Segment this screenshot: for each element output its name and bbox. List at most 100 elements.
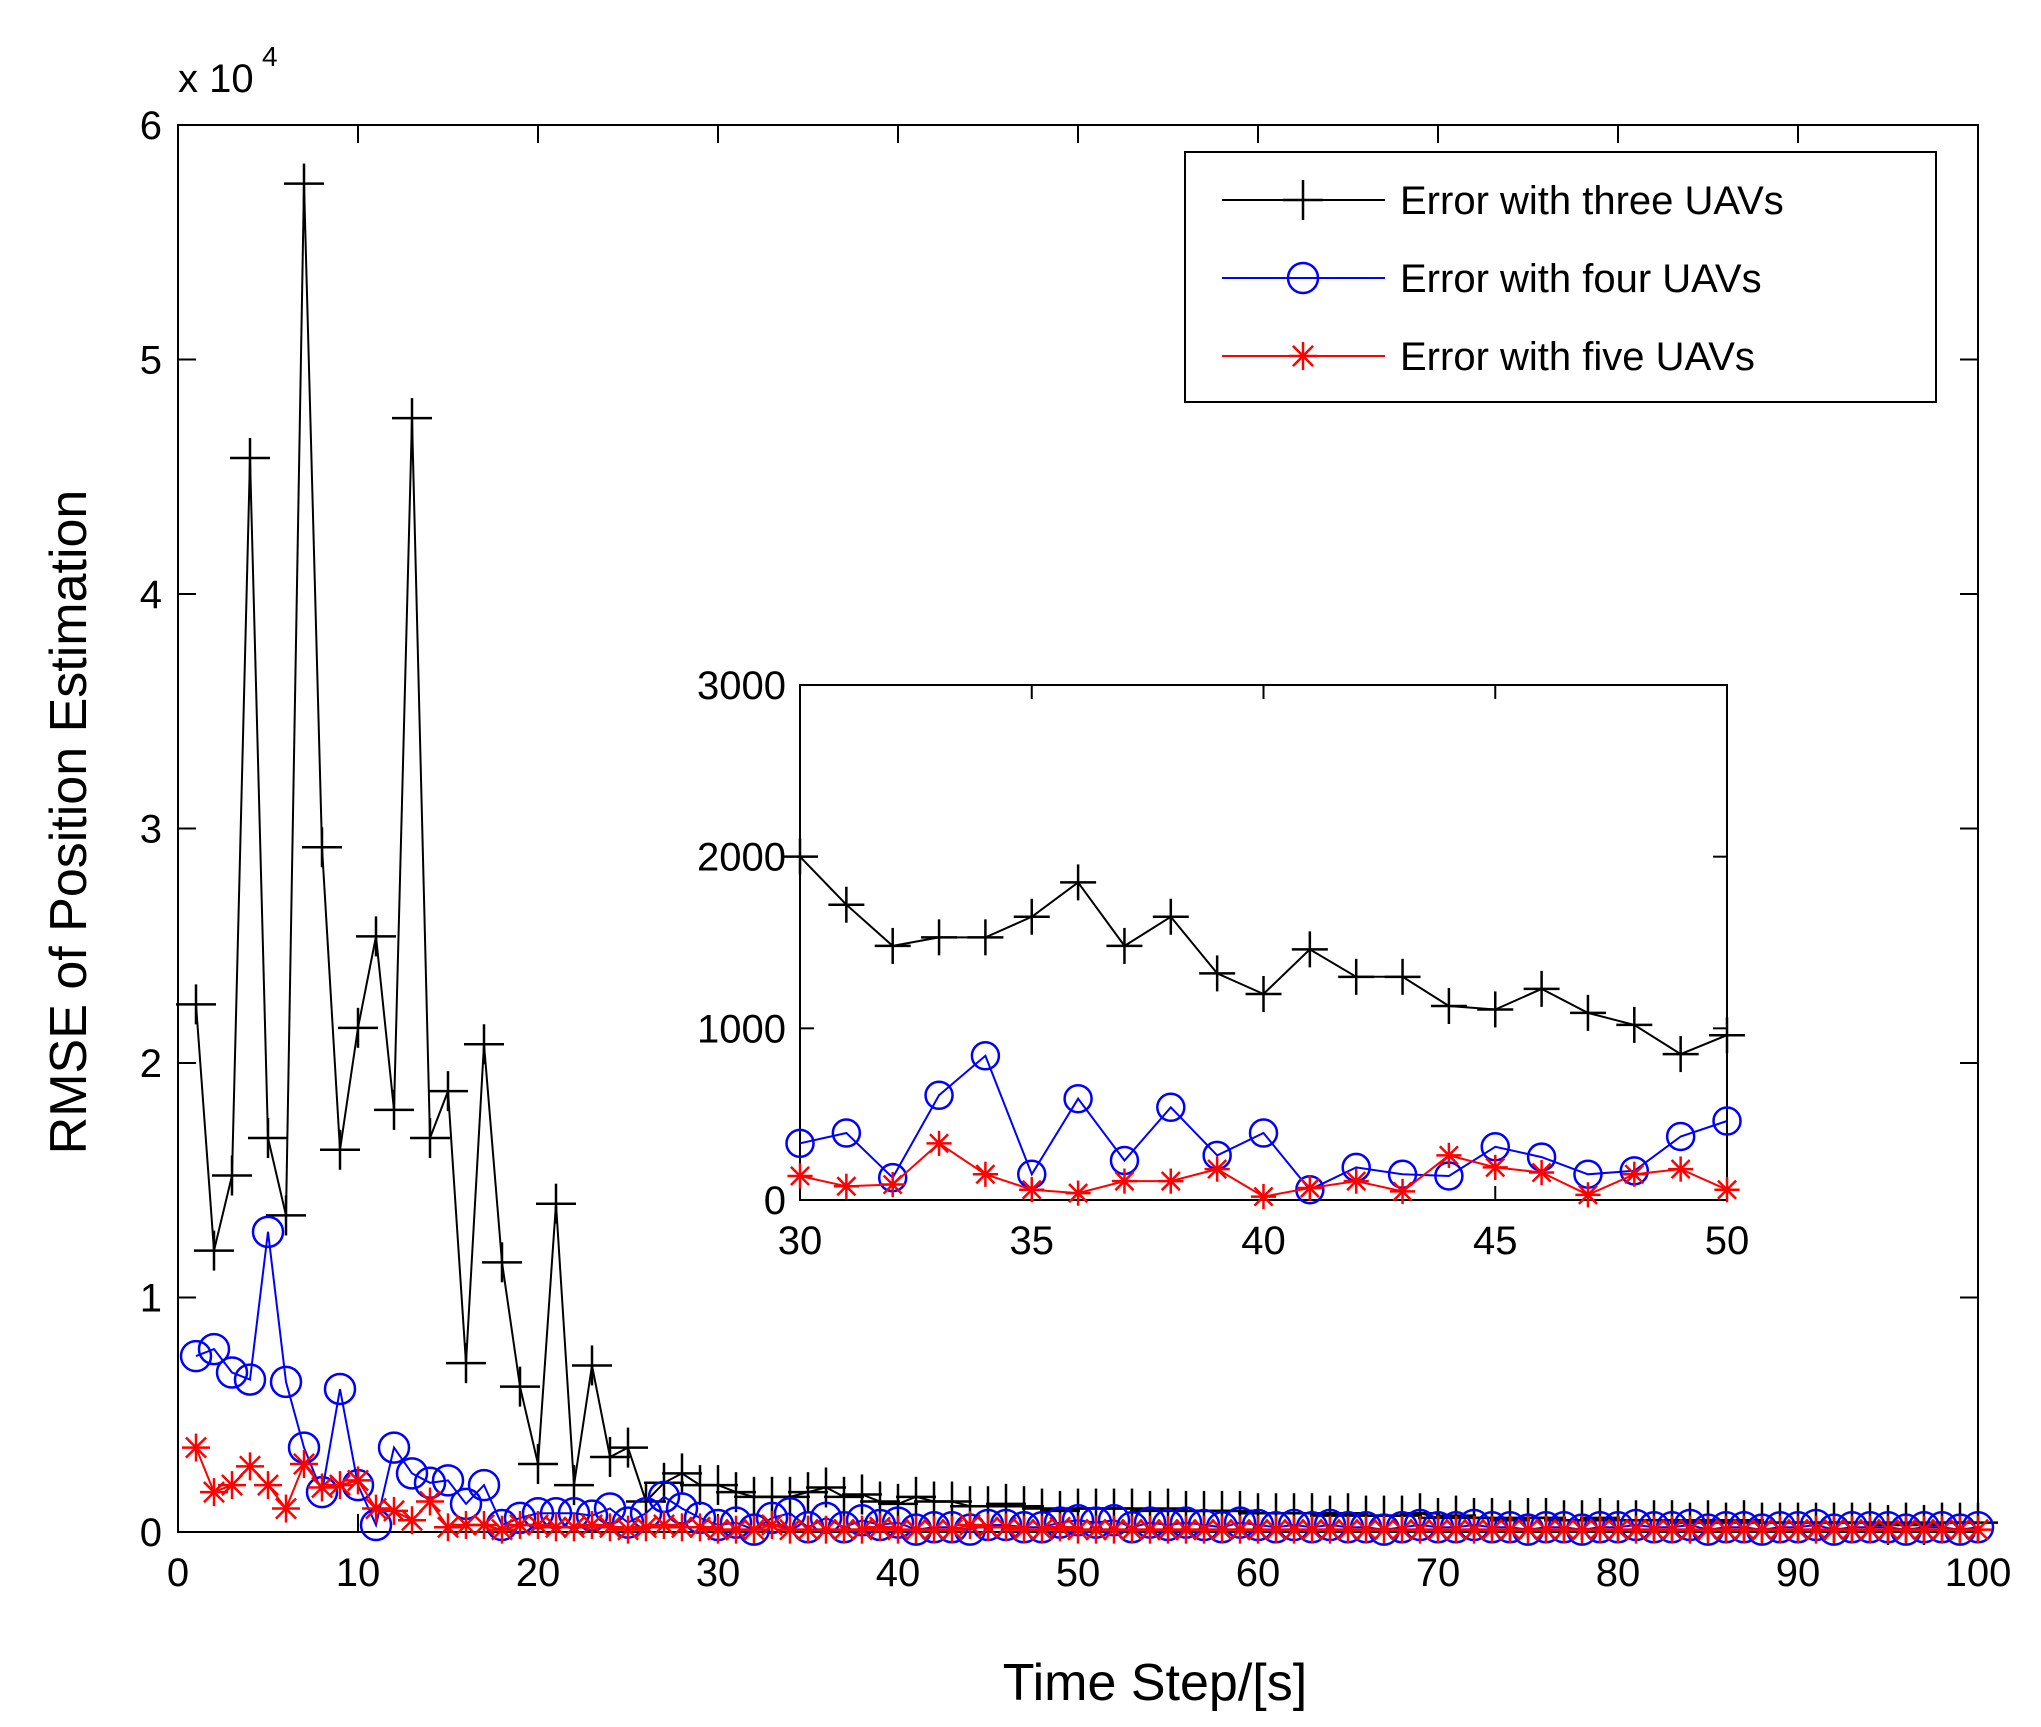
inset-data-point <box>1065 1180 1091 1206</box>
legend-entry-three: Error with three UAVs <box>1222 179 1784 223</box>
inset-data-point <box>924 1080 954 1111</box>
main-data-point <box>377 1431 411 1464</box>
inset-data-point <box>967 919 1004 956</box>
inset-data-point <box>1430 988 1467 1025</box>
main-data-point <box>284 163 324 204</box>
inset-y-tick-label: 1000 <box>697 1007 786 1051</box>
inset-data-point <box>1575 1182 1601 1208</box>
main-y-tick-label: 6 <box>140 104 162 148</box>
inset-data-point <box>1668 1156 1694 1182</box>
main-data-point <box>416 1487 444 1516</box>
main-data-point <box>524 1510 552 1539</box>
inset-x-tick-label: 35 <box>1010 1219 1055 1263</box>
main-data-point <box>812 1515 840 1544</box>
inset-data-point <box>1338 958 1375 995</box>
main-data-point <box>806 1467 846 1508</box>
main-x-tick-label: 40 <box>876 1551 921 1595</box>
main-data-point <box>542 1513 570 1542</box>
main-data-point <box>560 1513 588 1542</box>
main-data-point <box>182 1433 210 1462</box>
inset-data-point <box>970 1041 1001 1071</box>
legend-label-four: Error with four UAVs <box>1400 257 1762 301</box>
main-data-point <box>254 1471 282 1500</box>
inset-data-point <box>1250 1183 1277 1210</box>
main-data-point <box>698 1465 738 1506</box>
main-data-point <box>794 1515 822 1544</box>
main-data-point <box>338 1007 378 1048</box>
inset-data-point <box>1529 1159 1555 1186</box>
main-data-point <box>824 1476 864 1517</box>
main-x-tick-label: 10 <box>336 1551 381 1595</box>
main-x-tick-label: 50 <box>1056 1551 1101 1595</box>
inset-x-tick-label: 30 <box>778 1219 823 1263</box>
inset-data-point <box>1152 898 1189 935</box>
main-data-point <box>197 1332 231 1366</box>
y-exponent-base: x 10 <box>178 57 254 101</box>
inset-series-0 <box>782 838 1745 1073</box>
main-data-point <box>344 1466 372 1495</box>
main-x-tick-label: 0 <box>167 1551 189 1595</box>
main-y-tick-label: 0 <box>140 1511 162 1555</box>
main-data-point <box>251 1215 285 1249</box>
main-data-point <box>848 1515 876 1544</box>
main-data-point <box>716 1472 756 1513</box>
main-data-point <box>1766 1515 1794 1544</box>
inset-data-point <box>1013 898 1050 935</box>
inset-data-point <box>1019 1177 1045 1203</box>
y-axis-title: RMSE of Position Estimation <box>40 490 98 1155</box>
main-data-point <box>398 1506 426 1535</box>
inset-data-point <box>1297 1175 1323 1201</box>
legend-marker-glyph <box>1289 342 1317 370</box>
inset-data-point <box>1477 991 1514 1028</box>
main-data-point <box>1604 1515 1632 1544</box>
inset-data-point <box>1199 955 1236 992</box>
main-data-point <box>1010 1515 1038 1544</box>
main-data-point <box>758 1510 786 1539</box>
main-data-point <box>1028 1515 1056 1544</box>
main-x-tick-label: 30 <box>696 1551 741 1595</box>
inset-data-point <box>1204 1156 1230 1182</box>
main-data-point <box>1532 1515 1560 1544</box>
main-series-2 <box>182 1433 1992 1544</box>
main-data-point <box>482 1242 522 1283</box>
main-data-point <box>536 1183 576 1224</box>
main-data-point <box>362 1494 390 1523</box>
inset-data-point <box>785 1128 815 1159</box>
main-data-point <box>323 1372 357 1406</box>
main-data-point <box>788 1472 828 1513</box>
main-data-point <box>446 1343 486 1384</box>
inset-y-tick-label: 3000 <box>697 664 786 708</box>
main-x-tick-label: 90 <box>1776 1551 1821 1595</box>
main-data-point <box>1388 1515 1416 1544</box>
inset-data-point <box>1343 1168 1369 1194</box>
main-data-point <box>356 916 396 957</box>
inset-axes: 30 35 40 45 50 0 1000 2000 3000 <box>697 664 1749 1263</box>
inset-data-point <box>1621 1161 1647 1187</box>
main-data-point <box>212 1155 252 1196</box>
legend-marker-four <box>1286 261 1320 295</box>
main-x-tick-label: 80 <box>1596 1551 1641 1595</box>
main-data-point <box>842 1474 882 1515</box>
main-data-point <box>470 1510 498 1539</box>
main-data-point <box>215 1356 249 1389</box>
main-data-point <box>572 1345 612 1386</box>
main-data-point <box>428 1071 468 1112</box>
main-data-point <box>374 1089 414 1130</box>
main-data-point <box>518 1443 558 1484</box>
inset-data-point <box>833 1173 859 1199</box>
main-data-point <box>1694 1515 1722 1544</box>
inset-series-2 <box>787 1130 1740 1210</box>
inset-data-point <box>972 1161 998 1187</box>
main-data-point <box>686 1513 714 1542</box>
x-axis-title: Time Step/[s] <box>1003 1654 1307 1712</box>
inset-data-point <box>1665 1121 1696 1152</box>
main-data-point <box>308 1473 336 1502</box>
y-exponent-power: 4 <box>262 41 278 72</box>
main-data-point <box>410 1118 450 1159</box>
inset-data-point <box>1714 1177 1740 1203</box>
main-data-point <box>1352 1515 1380 1544</box>
inset-plot-frame <box>799 684 1728 1201</box>
main-data-point <box>1298 1515 1326 1544</box>
main-data-point <box>302 827 342 868</box>
